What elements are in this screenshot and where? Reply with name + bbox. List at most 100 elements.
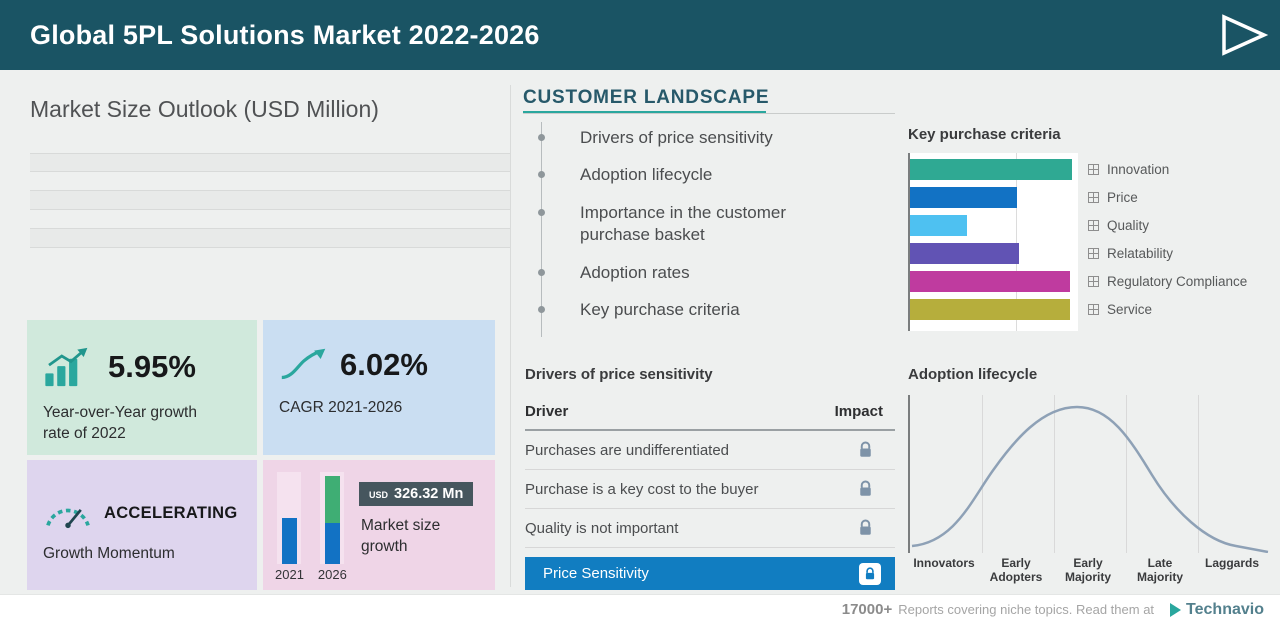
- kpc-bar: [910, 159, 1072, 180]
- year-label-2021: 2021: [275, 567, 304, 582]
- landscape-item: Importance in the customer purchase bask…: [538, 202, 842, 247]
- stage-label: Early Majority: [1064, 556, 1111, 584]
- yoy-value: 5.95%: [108, 349, 196, 384]
- footer: 17000+ Reports covering niche topics. Re…: [0, 594, 1280, 624]
- customer-landscape-title: CUSTOMER LANDSCAPE: [523, 87, 770, 108]
- landscape-item: Adoption lifecycle: [538, 164, 842, 186]
- market-size-title: Market Size Outlook (USD Million): [30, 96, 379, 122]
- momentum-value: ACCELERATING: [104, 504, 238, 522]
- landscape-item: Key purchase criteria: [538, 299, 842, 321]
- cagr-card: 6.02% CAGR 2021-2026: [263, 320, 495, 455]
- bar-slot-2021: [277, 472, 302, 564]
- usd-badge: USD 326.32 Mn: [359, 482, 474, 506]
- legend-swatch-icon: [1088, 220, 1099, 231]
- bar-slot-2026: [320, 472, 345, 564]
- trend-line-icon: [281, 348, 326, 380]
- landscape-item: Drivers of price sensitivity: [538, 127, 842, 149]
- column-driver: Driver: [525, 403, 569, 420]
- vertical-divider: [510, 85, 511, 587]
- table-row: Quality is not important: [525, 509, 895, 548]
- market-size-chart-placeholder: [30, 153, 510, 248]
- yoy-label: Year-over-Year growth rate of 2022: [43, 404, 197, 442]
- stage-label: Innovators: [913, 556, 975, 570]
- market-growth-card: 2021 2026 USD 326.32 Mn Market size grow…: [263, 460, 495, 590]
- legend-swatch-icon: [1088, 248, 1099, 259]
- year-label-2026: 2026: [317, 567, 347, 582]
- kpc-bar: [910, 299, 1070, 320]
- badge-amount: 326.32 Mn: [394, 486, 464, 502]
- column-impact: Impact: [834, 403, 883, 420]
- market-growth-label: Market size growth: [361, 517, 441, 555]
- key-purchase-criteria-chart: [908, 153, 1078, 331]
- customer-landscape-list: Drivers of price sensitivity Adoption li…: [538, 122, 842, 337]
- gridline: [1054, 395, 1055, 553]
- kpc-bar: [910, 243, 1019, 264]
- chart-legend: Innovation Price Quality Relatability Re…: [1088, 159, 1247, 327]
- bar-chart-growth-icon: [45, 347, 88, 387]
- lock-icon: [860, 519, 871, 535]
- stage-label: Late Majority: [1136, 556, 1183, 584]
- price-sensitivity-table: Drivers of price sensitivity Driver Impa…: [525, 366, 895, 590]
- kpc-bar: [910, 271, 1070, 292]
- row-label: Purchases are undifferentiated: [525, 441, 730, 459]
- customer-landscape-underline: [523, 113, 895, 114]
- stat-cards: 5.95% Year-over-Year growth rate of 2022…: [27, 320, 495, 590]
- kpc-bar: [910, 187, 1017, 208]
- reports-count: 17000+: [841, 601, 893, 618]
- mini-bar-chart: 2021 2026: [275, 472, 347, 582]
- gridline: [1126, 395, 1127, 553]
- table-title: Drivers of price sensitivity: [525, 366, 713, 383]
- lock-icon: [865, 566, 875, 579]
- row-label: Quality is not important: [525, 519, 679, 537]
- adoption-lifecycle-section: Adoption lifecycle Innovators Early Adop…: [908, 366, 1270, 585]
- legend-item: Price: [1088, 187, 1247, 208]
- technavio-triangle-icon: [1222, 14, 1269, 56]
- legend-item: Relatability: [1088, 243, 1247, 264]
- header: Global 5PL Solutions Market 2022-2026: [0, 0, 1280, 70]
- gauge-icon: [46, 508, 90, 529]
- stage-label: Early Adopters: [989, 556, 1043, 584]
- mini-bar-2021: [281, 518, 297, 564]
- cagr-label: CAGR 2021-2026: [279, 399, 403, 416]
- table-header: Driver Impact: [525, 403, 895, 431]
- placeholder-row: [30, 210, 510, 229]
- lock-icon: [860, 441, 871, 457]
- legend-swatch-icon: [1088, 164, 1099, 175]
- customer-landscape-accent-underline: [523, 111, 766, 114]
- table-row: Purchase is a key cost to the buyer: [525, 470, 895, 509]
- lifecycle-stage-labels: Innovators Early Adopters Early Majority…: [908, 556, 1268, 585]
- momentum-label: Growth Momentum: [43, 545, 175, 562]
- legend-item: Quality: [1088, 215, 1247, 236]
- placeholder-row: [30, 172, 510, 191]
- adoption-lifecycle-chart: [908, 395, 1269, 553]
- highlighted-row: Price Sensitivity: [525, 557, 895, 590]
- placeholder-row: [30, 191, 510, 210]
- stage-label: Laggards: [1204, 556, 1259, 570]
- placeholder-row: [30, 229, 510, 248]
- bell-curve: [911, 405, 1269, 553]
- row-label: Purchase is a key cost to the buyer: [525, 480, 759, 498]
- yoy-growth-card: 5.95% Year-over-Year growth rate of 2022: [27, 320, 257, 455]
- mini-bar-2026-growth: [324, 476, 340, 523]
- legend-item: Regulatory Compliance: [1088, 271, 1247, 292]
- gridline: [1198, 395, 1199, 553]
- mini-bar-2026-base: [324, 523, 340, 564]
- legend-swatch-icon: [1088, 276, 1099, 287]
- highlighted-row-label: Price Sensitivity: [543, 565, 649, 582]
- legend-swatch-icon: [1088, 192, 1099, 203]
- gridline: [1016, 153, 1017, 331]
- legend-swatch-icon: [1088, 304, 1099, 315]
- page-title: Global 5PL Solutions Market 2022-2026: [30, 19, 540, 50]
- logo-triangle-icon: [1170, 602, 1182, 617]
- key-purchase-criteria-title: Key purchase criteria: [908, 126, 1061, 143]
- adoption-lifecycle-title: Adoption lifecycle: [908, 366, 1038, 383]
- kpc-bar: [910, 215, 967, 236]
- legend-item: Service: [1088, 299, 1247, 320]
- lock-box: [859, 562, 881, 585]
- cagr-value: 6.02%: [340, 346, 428, 382]
- placeholder-row: [30, 153, 510, 172]
- footer-text: Reports covering niche topics. Read them…: [898, 602, 1155, 617]
- brand-name: Technavio: [1186, 600, 1264, 618]
- landscape-item: Adoption rates: [538, 262, 842, 284]
